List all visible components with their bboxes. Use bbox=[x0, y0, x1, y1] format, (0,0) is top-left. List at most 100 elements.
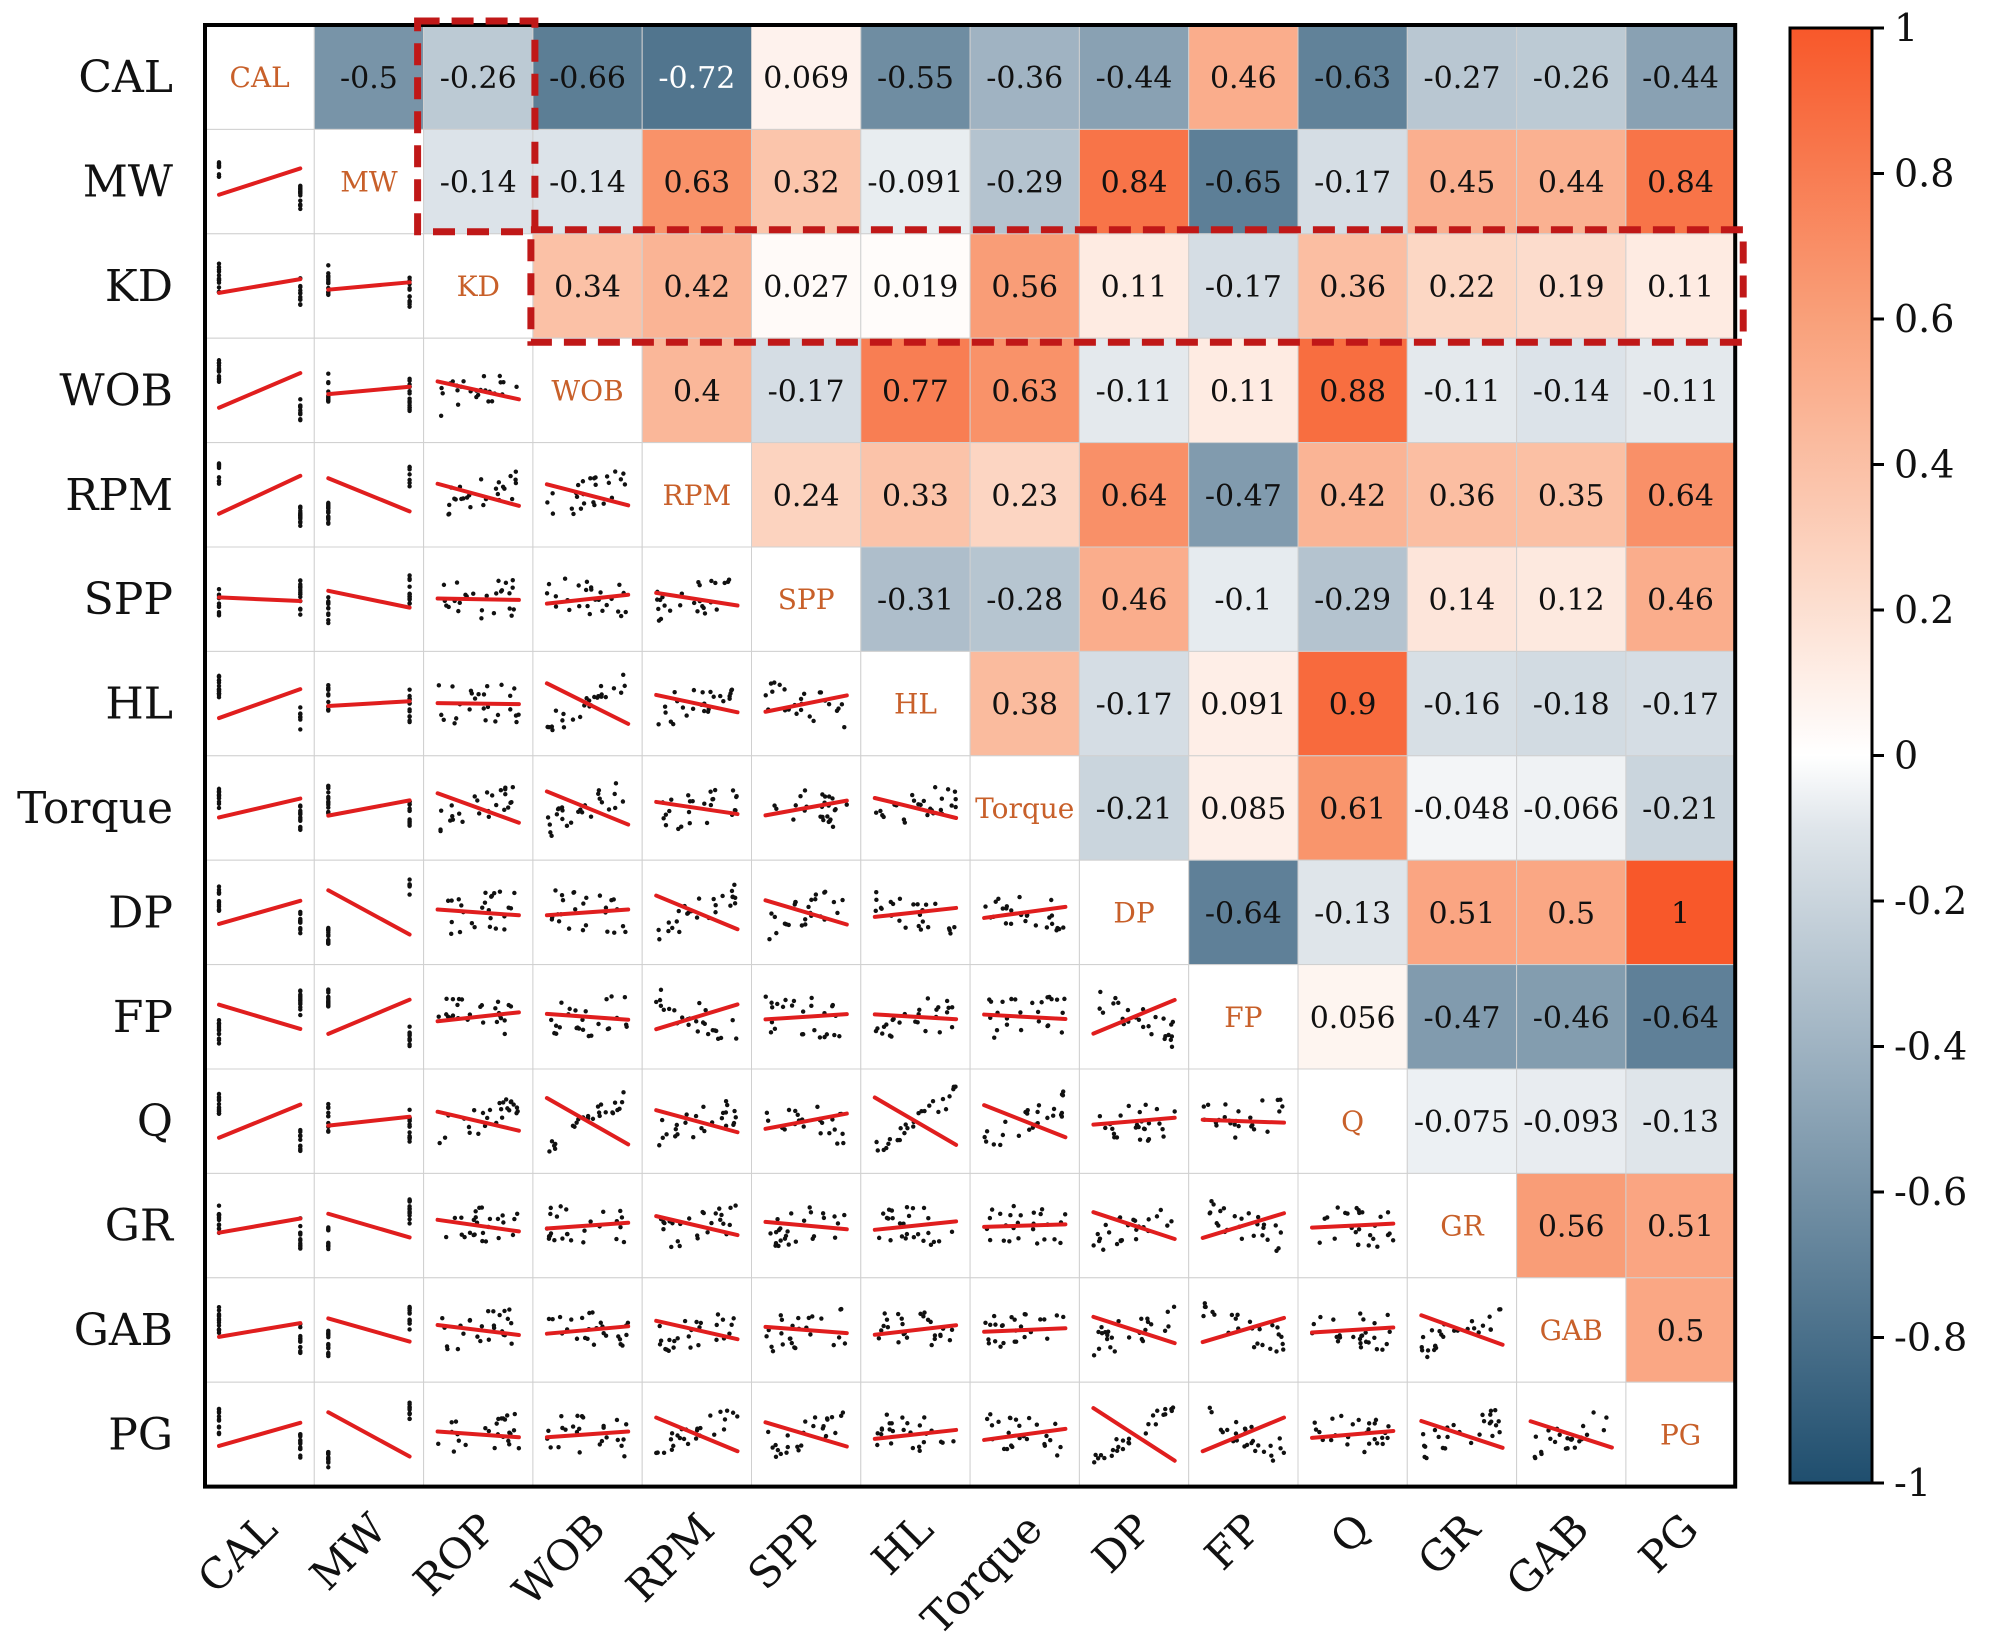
corr-value-CAL-FP: 0.46 bbox=[1210, 61, 1277, 96]
corr-cell-RPM-Q bbox=[1297, 442, 1408, 548]
corr-value-FP-GR: -0.47 bbox=[1423, 1001, 1500, 1036]
scatter-cell-Torque-RPM bbox=[641, 755, 753, 861]
scatter-cell-GAB-SPP bbox=[751, 1277, 862, 1383]
scatter-cell-DP-RPM bbox=[641, 859, 753, 966]
col-label-GR: GR bbox=[1408, 1503, 1490, 1585]
corr-value-WOB-HL: 0.77 bbox=[882, 374, 949, 409]
corr-cell-WOB-RPM bbox=[641, 337, 753, 444]
corr-cell-RPM-GAB bbox=[1516, 442, 1627, 548]
diag-cell-DP bbox=[1078, 859, 1190, 966]
row-label-CAL: CAL bbox=[78, 52, 173, 103]
scatter-cell-PG-RPM bbox=[641, 1381, 753, 1488]
diag-cell-Torque bbox=[969, 755, 1080, 861]
corr-value-DP-Q: -0.13 bbox=[1314, 896, 1391, 931]
col-label-HL: HL bbox=[862, 1504, 942, 1584]
corr-value-GR-PG: 0.51 bbox=[1647, 1210, 1714, 1245]
corr-value-MW-GAB: 0.44 bbox=[1538, 166, 1605, 201]
col-label-ROP: ROP bbox=[404, 1504, 505, 1605]
col-label-FP: FP bbox=[1195, 1504, 1270, 1579]
corr-cell-WOB-PG bbox=[1625, 337, 1736, 444]
corr-cell-KD-WOB bbox=[532, 233, 643, 339]
scatter-cell-PG-MW bbox=[313, 1381, 425, 1488]
corr-value-MW-FP: -0.65 bbox=[1205, 166, 1282, 201]
colorbar-tick-0: 1 bbox=[1894, 6, 1918, 50]
corr-cell-WOB-DP bbox=[1078, 337, 1190, 444]
col-label-WOB: WOB bbox=[503, 1504, 614, 1615]
scatter-cell-Q-CAL bbox=[204, 1068, 315, 1174]
corr-value-HL-GR: -0.16 bbox=[1423, 688, 1500, 723]
corr-cell-KD-SPP bbox=[751, 233, 862, 339]
row-label-WOB: WOB bbox=[59, 365, 173, 416]
scatter-cell-GR-RPM bbox=[641, 1172, 753, 1279]
corr-value-WOB-DP: -0.11 bbox=[1096, 374, 1173, 409]
scatter-cell-HL-ROP bbox=[423, 650, 534, 757]
corr-cell-DP-PG bbox=[1625, 859, 1736, 966]
diag-label-FP: FP bbox=[1224, 1001, 1262, 1034]
diag-cell-SPP bbox=[751, 546, 862, 652]
scatter-cell-RPM-WOB bbox=[532, 442, 643, 548]
corr-cell-DP-GR bbox=[1406, 859, 1518, 966]
diag-label-WOB: WOB bbox=[551, 374, 623, 407]
scatter-cell-Q-RPM bbox=[641, 1068, 753, 1174]
corr-value-RPM-Torque: 0.23 bbox=[991, 479, 1058, 514]
corr-value-MW-RPM: 0.63 bbox=[663, 166, 730, 201]
corr-value-KD-DP: 0.11 bbox=[1101, 270, 1168, 305]
row-label-HL: HL bbox=[105, 679, 173, 730]
corr-value-HL-GAB: -0.18 bbox=[1533, 688, 1610, 723]
corr-value-RPM-GAB: 0.35 bbox=[1538, 479, 1605, 514]
scatter-cell-Torque-ROP bbox=[423, 755, 534, 861]
corr-value-CAL-GAB: -0.26 bbox=[1533, 61, 1610, 96]
corr-value-CAL-WOB: -0.66 bbox=[549, 61, 626, 96]
col-label-GAB: GAB bbox=[1497, 1504, 1599, 1606]
corr-value-MW-ROP: -0.14 bbox=[440, 166, 517, 201]
corr-value-Q-GAB: -0.093 bbox=[1523, 1105, 1619, 1140]
scatter-cell-SPP-RPM bbox=[641, 546, 753, 652]
corr-value-FP-Q: 0.056 bbox=[1310, 1001, 1396, 1036]
matrix-border bbox=[203, 23, 1738, 1489]
diag-cell-CAL bbox=[204, 24, 315, 130]
corr-value-HL-FP: 0.091 bbox=[1200, 688, 1286, 723]
colorbar-tick-1: 0.8 bbox=[1894, 152, 1954, 196]
corr-cell-RPM-FP bbox=[1188, 442, 1299, 548]
corr-value-CAL-DP: -0.44 bbox=[1096, 61, 1173, 96]
corr-cell-DP-Q bbox=[1297, 859, 1408, 966]
corr-cell-MW-ROP bbox=[423, 128, 534, 235]
corr-value-CAL-HL: -0.55 bbox=[877, 61, 954, 96]
scatter-cell-GAB-CAL bbox=[204, 1277, 315, 1383]
corr-value-KD-FP: -0.17 bbox=[1205, 270, 1282, 305]
highlight-layer bbox=[414, 17, 1747, 346]
corr-value-WOB-FP: 0.11 bbox=[1210, 374, 1277, 409]
row-label-PG: PG bbox=[108, 1409, 173, 1460]
scatter-cell-GR-SPP bbox=[751, 1172, 862, 1279]
corr-cell-FP-GAB bbox=[1516, 964, 1627, 1070]
col-label-MW: MW bbox=[300, 1503, 396, 1599]
corr-value-CAL-PG: -0.44 bbox=[1642, 61, 1719, 96]
corr-cell-CAL-MW bbox=[313, 24, 425, 130]
corr-cell-HL-Q bbox=[1297, 650, 1408, 757]
col-label-Q: Q bbox=[1321, 1504, 1380, 1563]
corr-value-MW-SPP: 0.32 bbox=[773, 166, 840, 201]
corr-value-KD-GR: 0.22 bbox=[1429, 270, 1496, 305]
row-label-KD: KD bbox=[105, 261, 173, 312]
corr-value-DP-FP: -0.64 bbox=[1205, 896, 1282, 931]
corr-value-DP-GR: 0.51 bbox=[1429, 896, 1496, 931]
col-label-RPM: RPM bbox=[617, 1504, 724, 1611]
corr-cell-Q-GAB bbox=[1516, 1068, 1627, 1174]
corr-value-SPP-FP: -0.1 bbox=[1214, 583, 1272, 618]
corr-value-WOB-GAB: -0.14 bbox=[1533, 374, 1610, 409]
corr-value-KD-SPP: 0.027 bbox=[763, 270, 849, 305]
corr-cell-CAL-Torque bbox=[969, 24, 1080, 130]
scatter-cell-FP-ROP bbox=[423, 964, 534, 1070]
corr-value-MW-GR: 0.45 bbox=[1429, 166, 1496, 201]
corr-cell-CAL-RPM bbox=[641, 24, 753, 130]
corr-value-RPM-HL: 0.33 bbox=[882, 479, 949, 514]
corr-value-SPP-Q: -0.29 bbox=[1314, 583, 1391, 618]
col-label-DP: DP bbox=[1083, 1504, 1161, 1582]
scatter-cell-SPP-WOB bbox=[532, 546, 643, 652]
corr-value-MW-Torque: -0.29 bbox=[986, 166, 1063, 201]
scatter-cell-FP-HL bbox=[860, 964, 971, 1070]
colorbar-tick-8: -0.6 bbox=[1894, 1170, 1967, 1214]
corr-value-HL-PG: -0.17 bbox=[1642, 688, 1719, 723]
corr-cell-SPP-Q bbox=[1297, 546, 1408, 652]
